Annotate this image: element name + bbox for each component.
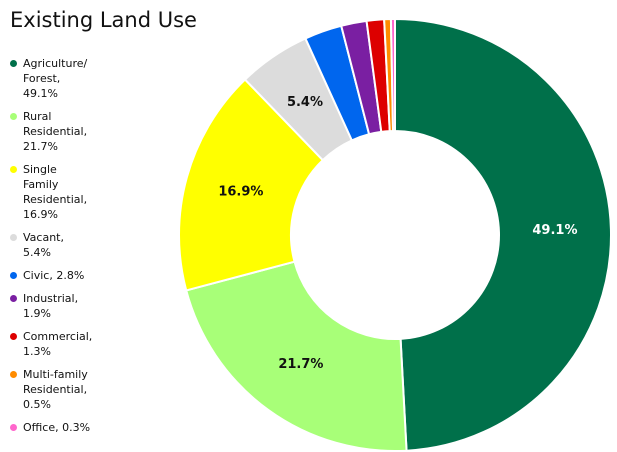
legend-marker-2 <box>10 113 17 120</box>
data-label-1: 49.1% <box>532 223 577 238</box>
legend-label-5: Civic, 2.8% <box>23 269 85 282</box>
legend-item-5: Civic, 2.8% <box>8 268 123 283</box>
legend-marker-7 <box>10 333 17 340</box>
legend-label-3: Single Family Residential, 16.9% <box>23 163 88 221</box>
legend-marker-4 <box>10 234 17 241</box>
data-label-3: 16.9% <box>218 185 263 200</box>
legend-item-6: Industrial, 1.9% <box>8 291 123 321</box>
legend-label-1: Agriculture/ Forest, 49.1% <box>23 57 88 100</box>
legend-label-7: Commercial, 1.3% <box>23 330 93 358</box>
legend-item-1: Agriculture/ Forest, 49.1% <box>8 56 123 101</box>
legend-label-4: Vacant, 5.4% <box>23 231 64 259</box>
legend-label-2: Rural Residential, 21.7% <box>23 110 88 153</box>
data-label-4: 5.4% <box>287 95 323 110</box>
legend-label-9: Office, 0.3% <box>23 421 91 434</box>
legend-marker-9 <box>10 424 17 431</box>
legend-item-2: Rural Residential, 21.7% <box>8 109 123 154</box>
donut-slice-1 <box>394 17 612 452</box>
donut-slice-9 <box>389 17 396 133</box>
legend-label-6: Industrial, 1.9% <box>23 292 79 320</box>
legend-item-8: Multi-family Residential, 0.5% <box>8 367 123 412</box>
legend-marker-6 <box>10 295 17 302</box>
donut-slice-2 <box>185 260 408 452</box>
legend-item-4: Vacant, 5.4% <box>8 230 123 260</box>
chart-title: Existing Land Use <box>10 8 197 32</box>
legend-marker-8 <box>10 371 17 378</box>
donut-slice-3 <box>178 78 325 292</box>
legend-marker-5 <box>10 272 17 279</box>
legend-item-3: Single Family Residential, 16.9% <box>8 162 123 222</box>
legend-label-8: Multi-family Residential, 0.5% <box>23 368 88 411</box>
legend-marker-3 <box>10 166 17 173</box>
legend-item-7: Commercial, 1.3% <box>8 329 123 359</box>
data-label-2: 21.7% <box>278 357 323 372</box>
legend-item-9: Office, 0.3% <box>8 420 123 435</box>
legend-marker-1 <box>10 60 17 67</box>
